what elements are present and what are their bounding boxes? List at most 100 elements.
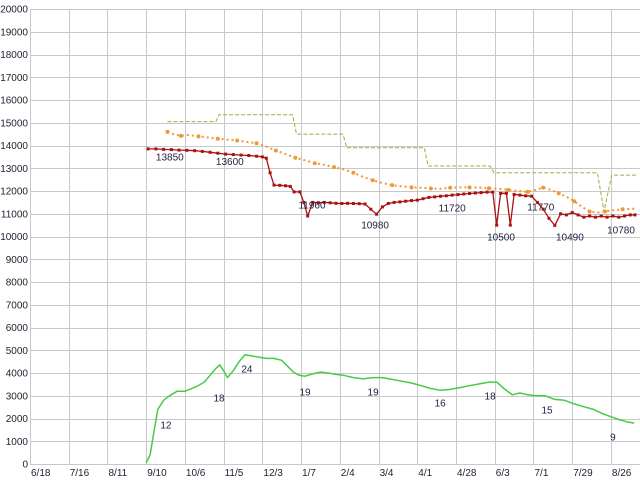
marker-square — [322, 200, 326, 204]
y-tick-label: 19000 — [0, 27, 28, 38]
x-tick-label: 12/3 — [263, 468, 283, 479]
data-labels: 13850 13600 11960 10980 11720 10500 11770 10490… — [156, 152, 635, 443]
marker-square — [530, 194, 534, 198]
data-label: 11720 — [439, 204, 467, 215]
y-axis-labels: 0 1000 2000 3000 4000 5000 6000 7000 8000 9000 100… — [0, 5, 28, 471]
y-tick-label: 5000 — [6, 346, 29, 357]
x-tick-label: 7/29 — [573, 468, 593, 479]
marker-square — [185, 148, 189, 152]
marker-dot — [506, 187, 511, 192]
marker-dot — [390, 183, 395, 188]
marker-square — [564, 213, 568, 217]
marker-dot — [196, 134, 201, 139]
data-label: 13850 — [156, 152, 184, 163]
x-tick-label: 1/7 — [302, 468, 316, 479]
marker-square — [499, 191, 503, 195]
series-store-count — [145, 354, 635, 463]
marker-square — [193, 149, 197, 153]
x-tick-label: 8/26 — [612, 468, 632, 479]
x-tick-label: 6/18 — [31, 468, 51, 479]
data-label: 10490 — [556, 233, 584, 244]
x-tick-label: 8/11 — [109, 468, 128, 479]
data-label: 11770 — [527, 202, 555, 213]
marker-square — [605, 215, 609, 219]
marker-dot — [428, 186, 433, 191]
marker-dot — [215, 136, 220, 141]
marker-square — [208, 150, 212, 154]
marker-square — [298, 190, 302, 194]
data-label: 10500 — [487, 233, 515, 244]
marker-square — [328, 201, 332, 205]
marker-square — [495, 223, 499, 227]
marker-square — [599, 214, 603, 218]
marker-dot — [467, 185, 472, 190]
marker-square — [473, 191, 477, 195]
y-tick-label: 9000 — [6, 255, 29, 266]
marker-square — [340, 202, 344, 205]
marker-dot — [603, 209, 608, 214]
marker-square — [260, 155, 264, 159]
marker-square — [504, 191, 508, 195]
data-label: 12 — [160, 421, 172, 432]
marker-dot — [409, 185, 414, 190]
marker-square — [302, 200, 306, 204]
marker-square — [559, 212, 563, 216]
marker-square — [617, 215, 621, 219]
marker-square — [404, 199, 408, 203]
marker-square — [633, 213, 637, 217]
y-tick-label: 13000 — [0, 164, 28, 175]
marker-square — [398, 200, 402, 204]
marker-square — [485, 190, 489, 194]
y-tick-label: 1000 — [6, 437, 29, 448]
marker-square — [427, 195, 431, 199]
marker-square — [169, 148, 173, 152]
marker-square — [334, 201, 338, 205]
y-tick-label: 8000 — [6, 278, 29, 289]
marker-square — [541, 207, 545, 211]
marker-square — [292, 190, 296, 194]
marker-dot — [165, 129, 170, 134]
marker-square — [288, 184, 292, 188]
marker-square — [450, 193, 454, 197]
marker-square — [346, 201, 350, 205]
data-label: 11960 — [298, 200, 326, 211]
marker-square — [162, 147, 166, 151]
marker-square — [264, 156, 268, 160]
x-tick-label: 10/6 — [186, 468, 206, 479]
marker-square — [272, 183, 276, 187]
x-tick-label: 11/5 — [225, 468, 244, 479]
marker-square — [239, 153, 243, 157]
marker-square — [216, 151, 220, 155]
marker-square — [456, 193, 460, 197]
marker-square — [351, 202, 355, 205]
y-tick-label: 15000 — [0, 118, 28, 129]
marker-square — [462, 192, 466, 196]
marker-square — [444, 194, 448, 198]
marker-square — [628, 213, 632, 217]
x-tick-label: 4/28 — [457, 468, 477, 479]
marker-square — [386, 202, 390, 205]
data-label: 18 — [213, 394, 225, 405]
marker-square — [311, 200, 315, 204]
marker-square — [508, 223, 512, 227]
y-tick-label: 3000 — [6, 391, 29, 402]
marker-square — [146, 147, 150, 151]
series-lowest-price — [146, 147, 637, 227]
marker-dot — [525, 189, 530, 194]
marker-square — [547, 216, 551, 220]
marker-dot — [254, 141, 259, 146]
y-tick-label: 14000 — [0, 141, 28, 152]
y-tick-label: 11000 — [1, 209, 29, 220]
y-tick-label: 20000 — [0, 5, 28, 16]
marker-dot — [587, 209, 592, 214]
y-tick-label: 7000 — [6, 300, 29, 311]
marker-dot — [448, 185, 453, 190]
marker-square — [375, 212, 379, 216]
series-highest-price — [167, 114, 637, 212]
marker-square — [369, 207, 373, 211]
y-tick-label: 18000 — [0, 50, 28, 61]
x-tick-label: 7/16 — [70, 468, 90, 479]
marker-dot — [541, 185, 546, 190]
marker-square — [433, 195, 437, 199]
